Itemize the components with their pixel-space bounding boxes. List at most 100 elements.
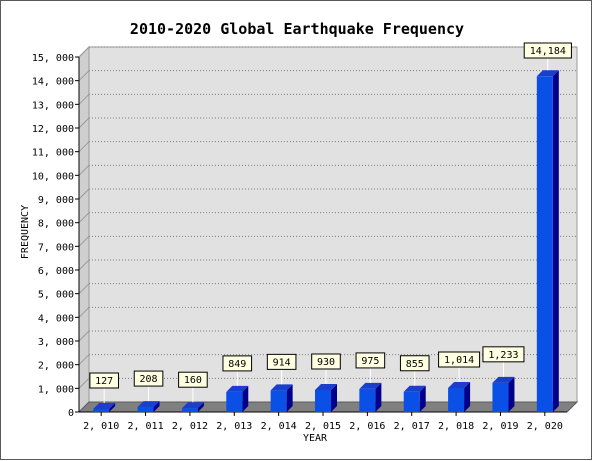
bar-side: [331, 383, 337, 412]
y-tick-label: 1, 000: [38, 384, 74, 395]
y-tick-label: 13, 000: [32, 100, 74, 111]
data-label: 1,014: [444, 355, 474, 366]
gridline-side: [78, 283, 90, 295]
bar-top: [403, 385, 426, 392]
bar-top: [137, 401, 160, 408]
x-tick-label: 2, 020: [527, 421, 563, 432]
gridline-side: [78, 117, 90, 129]
gridline-side: [78, 70, 90, 82]
x-tick-label: 2, 010: [83, 421, 119, 432]
gridline-side: [78, 377, 90, 389]
bar-top: [270, 384, 293, 391]
gridline-side: [78, 354, 90, 366]
gridline-side: [78, 46, 90, 58]
data-label: 914: [273, 357, 291, 368]
gridline-side: [78, 330, 90, 342]
data-label: 849: [228, 359, 246, 370]
bar: [181, 408, 198, 412]
data-label-box: [482, 346, 525, 363]
y-tick-label: 8, 000: [38, 219, 74, 230]
bar-side: [464, 382, 471, 412]
bar-top: [181, 402, 204, 409]
x-axis-label: YEAR: [303, 433, 328, 444]
x-tick-label: 2, 013: [216, 421, 252, 432]
bar-side: [286, 384, 293, 412]
data-label: 930: [317, 357, 335, 368]
bar-side: [552, 70, 559, 412]
x-tick-label: 2, 014: [261, 421, 297, 432]
bar: [403, 391, 420, 412]
y-tick-label: 12, 000: [32, 124, 74, 135]
plot-left-wall: [78, 45, 90, 414]
y-tick-label: 0: [68, 408, 74, 419]
bar-top: [226, 385, 249, 392]
bar-side: [242, 385, 249, 412]
bar: [93, 408, 110, 412]
y-tick-label: 3, 000: [38, 337, 74, 348]
bar: [448, 388, 465, 412]
bar: [315, 389, 331, 412]
bar: [137, 407, 154, 412]
x-tick-label: 2, 016: [349, 421, 385, 432]
x-tick-label: 2, 012: [172, 421, 208, 432]
y-axis-label: FREQUENCY: [20, 205, 31, 259]
gridline-side: [78, 212, 90, 224]
bar-side: [508, 376, 515, 412]
data-label-box: [355, 352, 386, 369]
bar-side: [375, 382, 382, 412]
gridline-side: [78, 259, 90, 271]
x-tick-label: 2, 018: [438, 421, 474, 432]
data-label-box: [266, 353, 297, 370]
x-tick-label: 2, 019: [482, 421, 518, 432]
y-tick-label: 11, 000: [32, 148, 74, 159]
bar-side: [153, 401, 160, 412]
data-label-box: [523, 42, 572, 59]
y-tick-label: 14, 000: [32, 77, 74, 88]
gridline-side: [78, 306, 90, 318]
data-label-box: [178, 371, 208, 388]
bar: [226, 391, 243, 412]
data-label: 975: [361, 356, 379, 367]
data-label-box: [311, 353, 341, 370]
data-label-box: [438, 351, 481, 368]
y-tick-label: 9, 000: [38, 195, 74, 206]
data-label-box: [222, 355, 253, 372]
x-tick-label: 2, 015: [305, 421, 341, 432]
data-label: 160: [184, 375, 202, 386]
data-label-box: [89, 372, 119, 389]
bar-top: [93, 402, 116, 409]
bar: [270, 390, 287, 412]
bar: [492, 382, 509, 412]
bar: [359, 388, 376, 412]
data-label-box: [399, 355, 430, 372]
bar-top: [359, 382, 382, 389]
y-tick-label: 4, 000: [38, 313, 74, 324]
gridline-side: [78, 93, 90, 105]
bar: [536, 76, 553, 412]
gridline-side: [78, 164, 90, 176]
y-tick-label: 5, 000: [38, 290, 74, 301]
data-label: 855: [406, 359, 424, 370]
bar-top: [536, 70, 559, 77]
bar-top: [448, 382, 471, 389]
gridline-side: [78, 235, 90, 247]
data-label: 208: [140, 374, 158, 385]
y-tick-label: 10, 000: [32, 171, 74, 182]
data-label: 14,184: [530, 46, 566, 57]
plot-area: 0 1, 000 2, 000 3, 000 4, 000 5, 000 6, 000 7, …: [32, 42, 579, 432]
x-tick-label: 2, 011: [127, 421, 163, 432]
bar-top: [492, 376, 515, 383]
gridline-side: [78, 188, 90, 200]
x-tick-label: 2, 017: [394, 421, 430, 432]
bar-side: [419, 385, 426, 412]
y-tick-label: 6, 000: [38, 266, 74, 277]
data-label-box: [133, 370, 164, 387]
data-label: 1,233: [488, 350, 518, 361]
y-tick-label: 15, 000: [32, 53, 74, 64]
y-tick-label: 7, 000: [38, 242, 74, 253]
data-label: 127: [95, 376, 113, 387]
bar-top: [315, 383, 337, 390]
gridline-side: [78, 141, 90, 153]
